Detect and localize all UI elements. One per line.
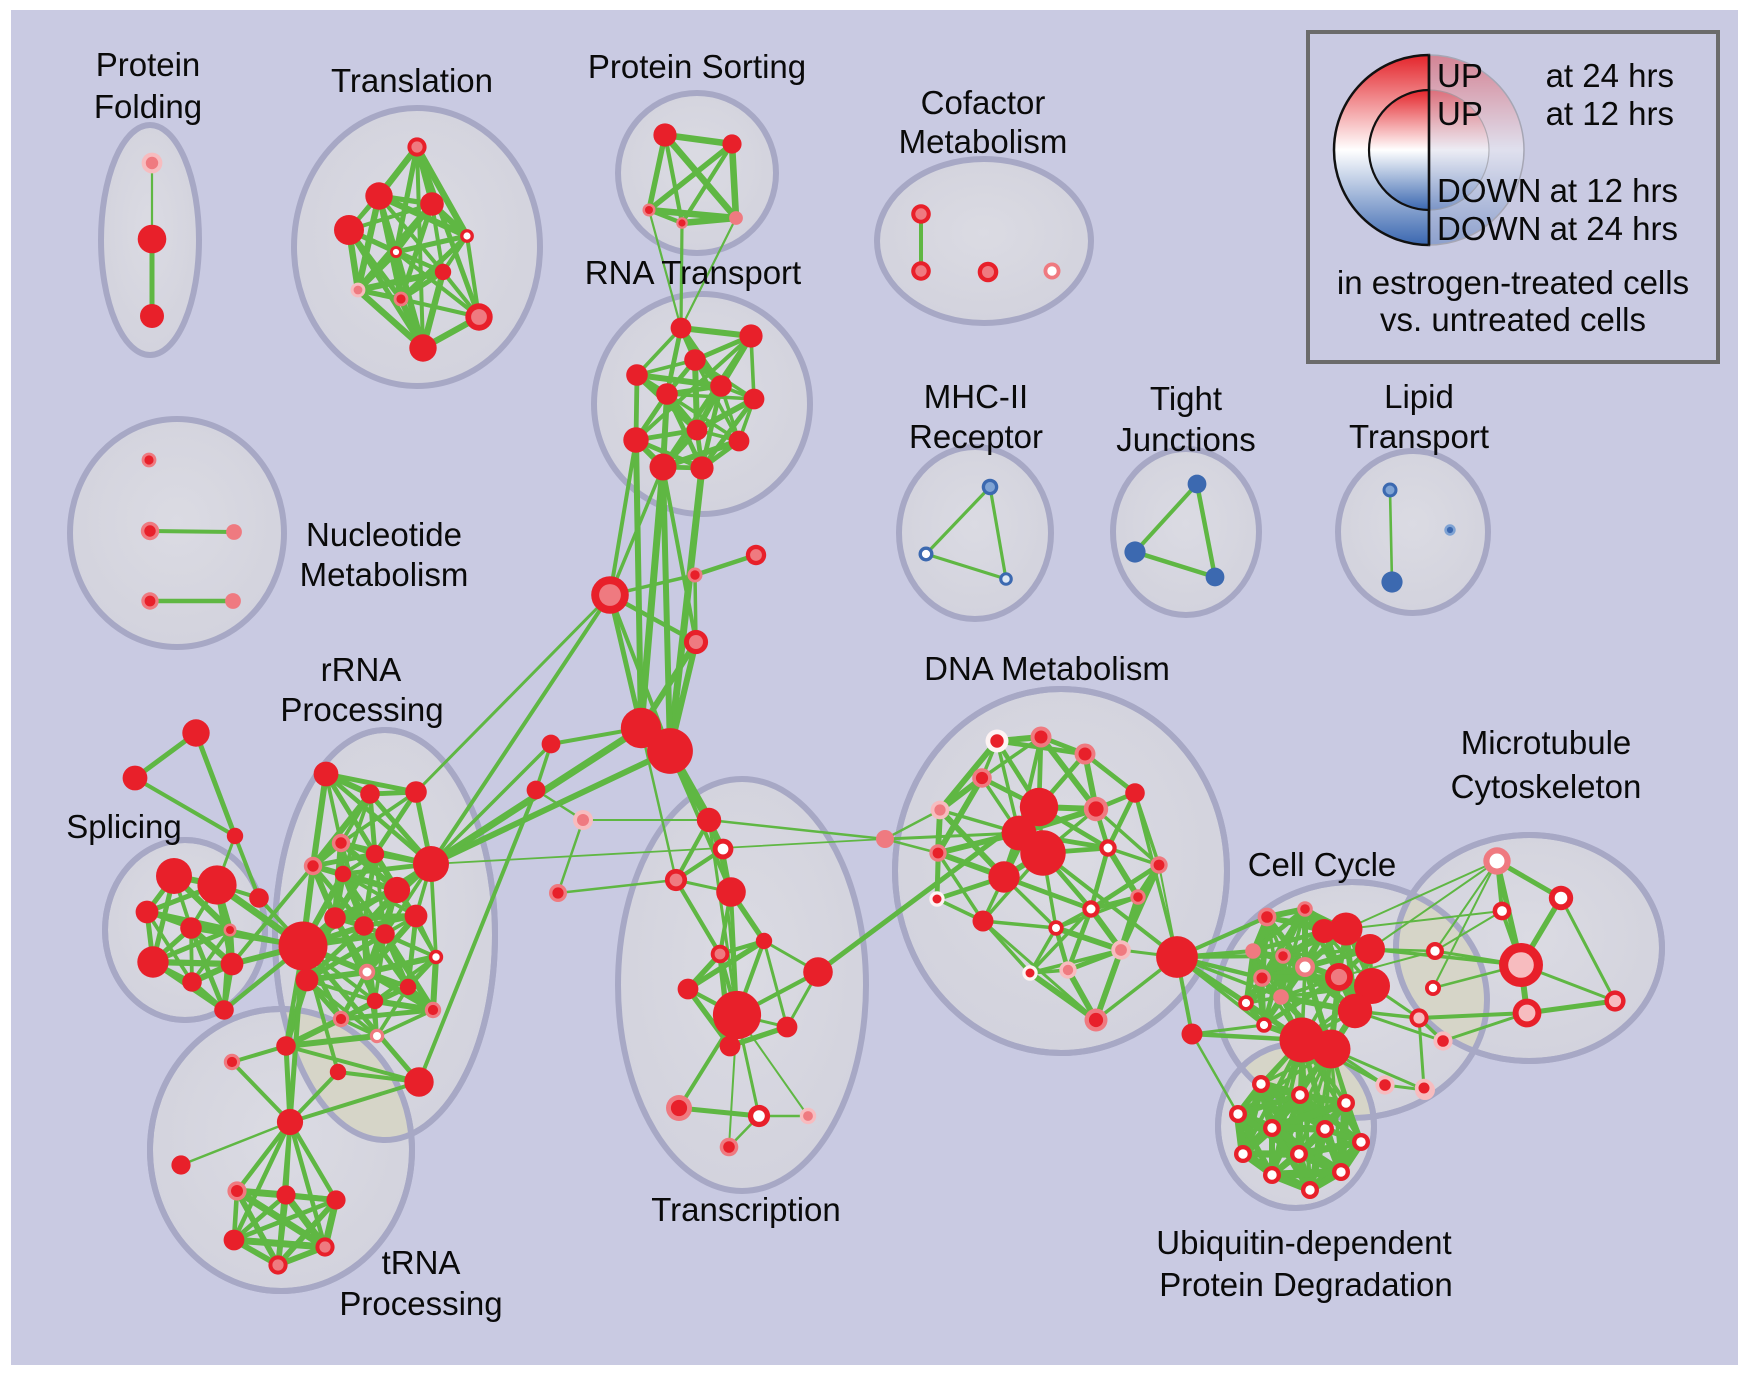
svg-text:at 24 hrs: at 24 hrs (1550, 210, 1678, 247)
svg-text:Protein Sorting: Protein Sorting (588, 48, 806, 85)
svg-text:DNA Metabolism: DNA Metabolism (924, 650, 1170, 687)
svg-text:Junctions: Junctions (1116, 421, 1255, 458)
svg-text:UP: UP (1437, 95, 1483, 132)
svg-text:at 12 hrs: at 12 hrs (1546, 95, 1674, 132)
svg-text:Tight: Tight (1150, 380, 1222, 417)
svg-text:MHC-II: MHC-II (924, 378, 1028, 415)
svg-text:Folding: Folding (94, 88, 202, 125)
svg-text:vs. untreated cells: vs. untreated cells (1380, 301, 1646, 338)
svg-text:Metabolism: Metabolism (300, 556, 469, 593)
svg-text:in estrogen-treated cells: in estrogen-treated cells (1337, 264, 1689, 301)
svg-text:at 12 hrs: at 12 hrs (1550, 172, 1678, 209)
svg-text:Microtubule: Microtubule (1461, 724, 1632, 761)
svg-text:Ubiquitin-dependent: Ubiquitin-dependent (1156, 1224, 1451, 1261)
svg-text:Processing: Processing (339, 1285, 502, 1322)
svg-text:Cell Cycle: Cell Cycle (1248, 846, 1397, 883)
svg-text:Cofactor: Cofactor (921, 84, 1046, 121)
svg-text:Translation: Translation (331, 62, 493, 99)
svg-text:Protein Degradation: Protein Degradation (1159, 1266, 1453, 1303)
svg-text:DOWN: DOWN (1437, 172, 1541, 209)
svg-text:Transcription: Transcription (651, 1191, 841, 1228)
svg-text:RNA Transport: RNA Transport (585, 254, 801, 291)
svg-text:Splicing: Splicing (66, 808, 182, 845)
svg-text:Receptor: Receptor (909, 418, 1043, 455)
svg-text:Cytoskeleton: Cytoskeleton (1451, 768, 1642, 805)
svg-text:Metabolism: Metabolism (899, 123, 1068, 160)
svg-text:Protein: Protein (96, 46, 201, 83)
svg-text:tRNA: tRNA (382, 1244, 461, 1281)
svg-text:Transport: Transport (1349, 418, 1489, 455)
svg-text:at 24 hrs: at 24 hrs (1546, 57, 1674, 94)
svg-text:Lipid: Lipid (1384, 378, 1454, 415)
svg-text:Processing: Processing (280, 691, 443, 728)
svg-text:Nucleotide: Nucleotide (306, 516, 462, 553)
svg-text:DOWN: DOWN (1437, 210, 1541, 247)
svg-text:UP: UP (1437, 57, 1483, 94)
svg-text:rRNA: rRNA (321, 651, 402, 688)
